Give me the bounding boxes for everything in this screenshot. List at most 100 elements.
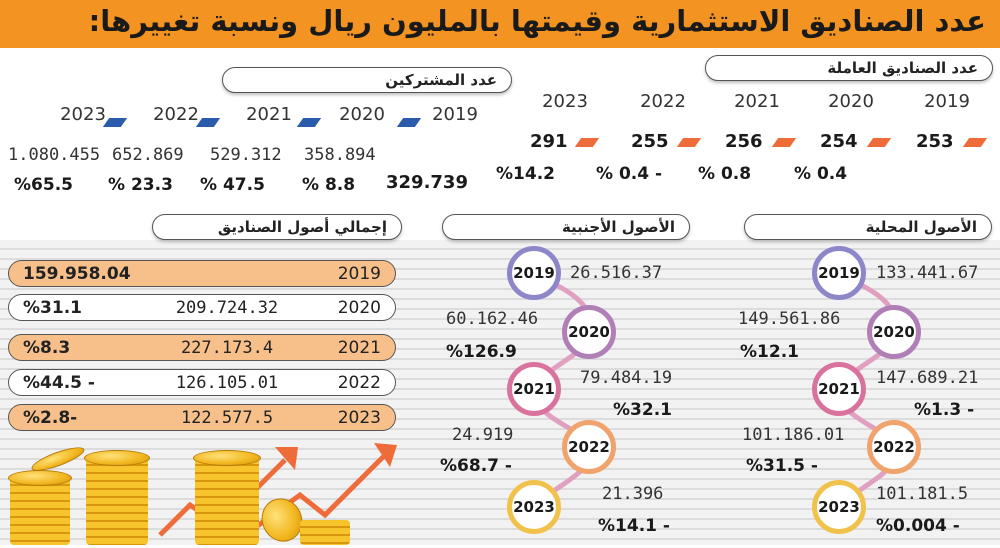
coin-stack-icon	[10, 478, 70, 545]
foreign-year-circle: 2019	[507, 246, 561, 300]
total-assets-row: %44.5 - 126.105.01 2022	[8, 369, 396, 396]
local-year-circle: 2021	[812, 362, 866, 416]
total-assets-year: 2023	[337, 407, 381, 428]
foreign-year-circle: 2022	[562, 420, 616, 474]
foreign-year: 2022	[568, 438, 610, 456]
local-year: 2021	[818, 380, 860, 398]
foreign-year: 2020	[568, 323, 610, 341]
total-assets-row: 159.958.04 2019	[8, 260, 396, 287]
subscribers-change: % 23.3	[108, 175, 173, 195]
subscribers-change: % 47.5	[200, 175, 265, 195]
local-change: %1.3 -	[914, 400, 975, 420]
foreign-change: %32.1	[613, 400, 672, 420]
subscribers-year: 2020	[339, 104, 385, 125]
local-value: 147.689.21	[876, 368, 979, 388]
subscribers-year: 2021	[246, 104, 292, 125]
funds-label: عدد الصناديق العاملة	[705, 55, 993, 81]
local-year: 2019	[818, 264, 860, 282]
local-year: 2022	[873, 438, 915, 456]
total-assets-year: 2022	[337, 372, 381, 393]
subscribers-value: 329.739	[386, 172, 468, 193]
local-value: 133.441.67	[876, 263, 979, 283]
funds-change: %14.2	[496, 164, 555, 184]
foreign-year-circle: 2020	[562, 305, 616, 359]
funds-marker	[771, 138, 797, 147]
local-year-circle: 2022	[867, 420, 921, 474]
local-change: %12.1	[740, 342, 799, 362]
funds-marker	[574, 138, 600, 147]
subscribers-year: 2022	[153, 104, 199, 125]
foreign-value: 26.516.37	[570, 263, 663, 283]
foreign-year-circle: 2021	[507, 362, 561, 416]
local-change: %31.5 -	[746, 456, 818, 476]
funds-value: 253	[916, 131, 954, 152]
total-assets-change: %44.5 -	[23, 372, 95, 393]
total-assets-change: %8.3	[23, 337, 71, 358]
total-assets-year: 2021	[337, 337, 381, 358]
total-assets-value-bold: 159.958.04	[23, 263, 131, 284]
total-assets-row: %31.1 209.724.32 2020	[8, 294, 396, 321]
subscribers-value: 652.869	[112, 145, 184, 165]
subscribers-value: 358.894	[304, 145, 376, 165]
local-year-circle: 2019	[812, 246, 866, 300]
total-assets-change: %2.8-	[23, 407, 78, 428]
funds-value: 256	[725, 131, 763, 152]
funds-year: 2020	[828, 91, 874, 112]
subscribers-year: 2019	[432, 104, 478, 125]
funds-value: 255	[631, 131, 669, 152]
coin-stack-icon	[300, 520, 350, 545]
foreign-assets-label: الأصول الأجنبية	[442, 214, 690, 240]
foreign-change: %14.1 -	[598, 516, 670, 536]
total-assets-value: 209.724.32	[175, 297, 279, 318]
total-assets-value: 227.173.4	[180, 337, 274, 358]
funds-change: % 0.4 -	[596, 164, 663, 184]
funds-year: 2023	[542, 91, 588, 112]
funds-year: 2022	[640, 91, 686, 112]
local-assets-label: الأصول المحلية	[744, 214, 992, 240]
total-assets-change: %31.1	[23, 297, 82, 318]
funds-marker	[962, 138, 988, 147]
funds-marker	[676, 138, 702, 147]
local-year-circle: 2023	[812, 480, 866, 534]
total-assets-label: إجمالي أصول الصناديق	[152, 214, 402, 240]
foreign-year: 2021	[513, 380, 555, 398]
foreign-change: %126.9	[446, 342, 517, 362]
subscribers-value: 529.312	[210, 145, 282, 165]
local-year: 2023	[818, 498, 860, 516]
subscribers-change: % 8.8	[302, 175, 356, 195]
total-assets-value: 126.105.01	[175, 372, 279, 393]
foreign-year: 2023	[513, 498, 555, 516]
coin-icon	[193, 450, 261, 466]
foreign-value: 21.396	[602, 484, 664, 504]
foreign-year: 2019	[513, 264, 555, 282]
coin-stack-icon	[195, 458, 259, 545]
local-value: 101.181.5	[876, 484, 969, 504]
total-assets-year: 2020	[337, 297, 381, 318]
total-assets-year: 2019	[337, 263, 381, 284]
funds-year: 2021	[734, 91, 780, 112]
foreign-value: 79.484.19	[580, 368, 673, 388]
header-bar	[0, 0, 1000, 48]
foreign-year-circle: 2023	[507, 480, 561, 534]
subscribers-year: 2023	[60, 104, 106, 125]
local-change: %0.004 -	[876, 516, 960, 536]
local-year: 2020	[873, 323, 915, 341]
funds-change: % 0.4	[794, 164, 848, 184]
foreign-value: 60.162.46	[446, 309, 539, 329]
subscribers-marker	[396, 118, 422, 127]
funds-year: 2019	[924, 91, 970, 112]
subscribers-label: عدد المشتركين	[222, 67, 512, 93]
total-assets-row: %8.3 227.173.4 2021	[8, 334, 396, 361]
funds-change: % 0.8	[698, 164, 752, 184]
funds-marker	[866, 138, 892, 147]
foreign-value: 24.919	[452, 425, 514, 445]
funds-value: 254	[820, 131, 858, 152]
page-title: عدد الصناديق الاستثمارية وقيمتها بالمليو…	[88, 4, 986, 38]
local-value: 101.186.01	[742, 425, 845, 445]
total-assets-value: 122.577.5	[180, 407, 274, 428]
coin-icon	[84, 450, 150, 466]
foreign-change: %68.7 -	[440, 456, 512, 476]
subscribers-change: %65.5	[14, 175, 73, 195]
funds-value: 291	[530, 131, 568, 152]
local-value: 149.561.86	[738, 309, 841, 329]
